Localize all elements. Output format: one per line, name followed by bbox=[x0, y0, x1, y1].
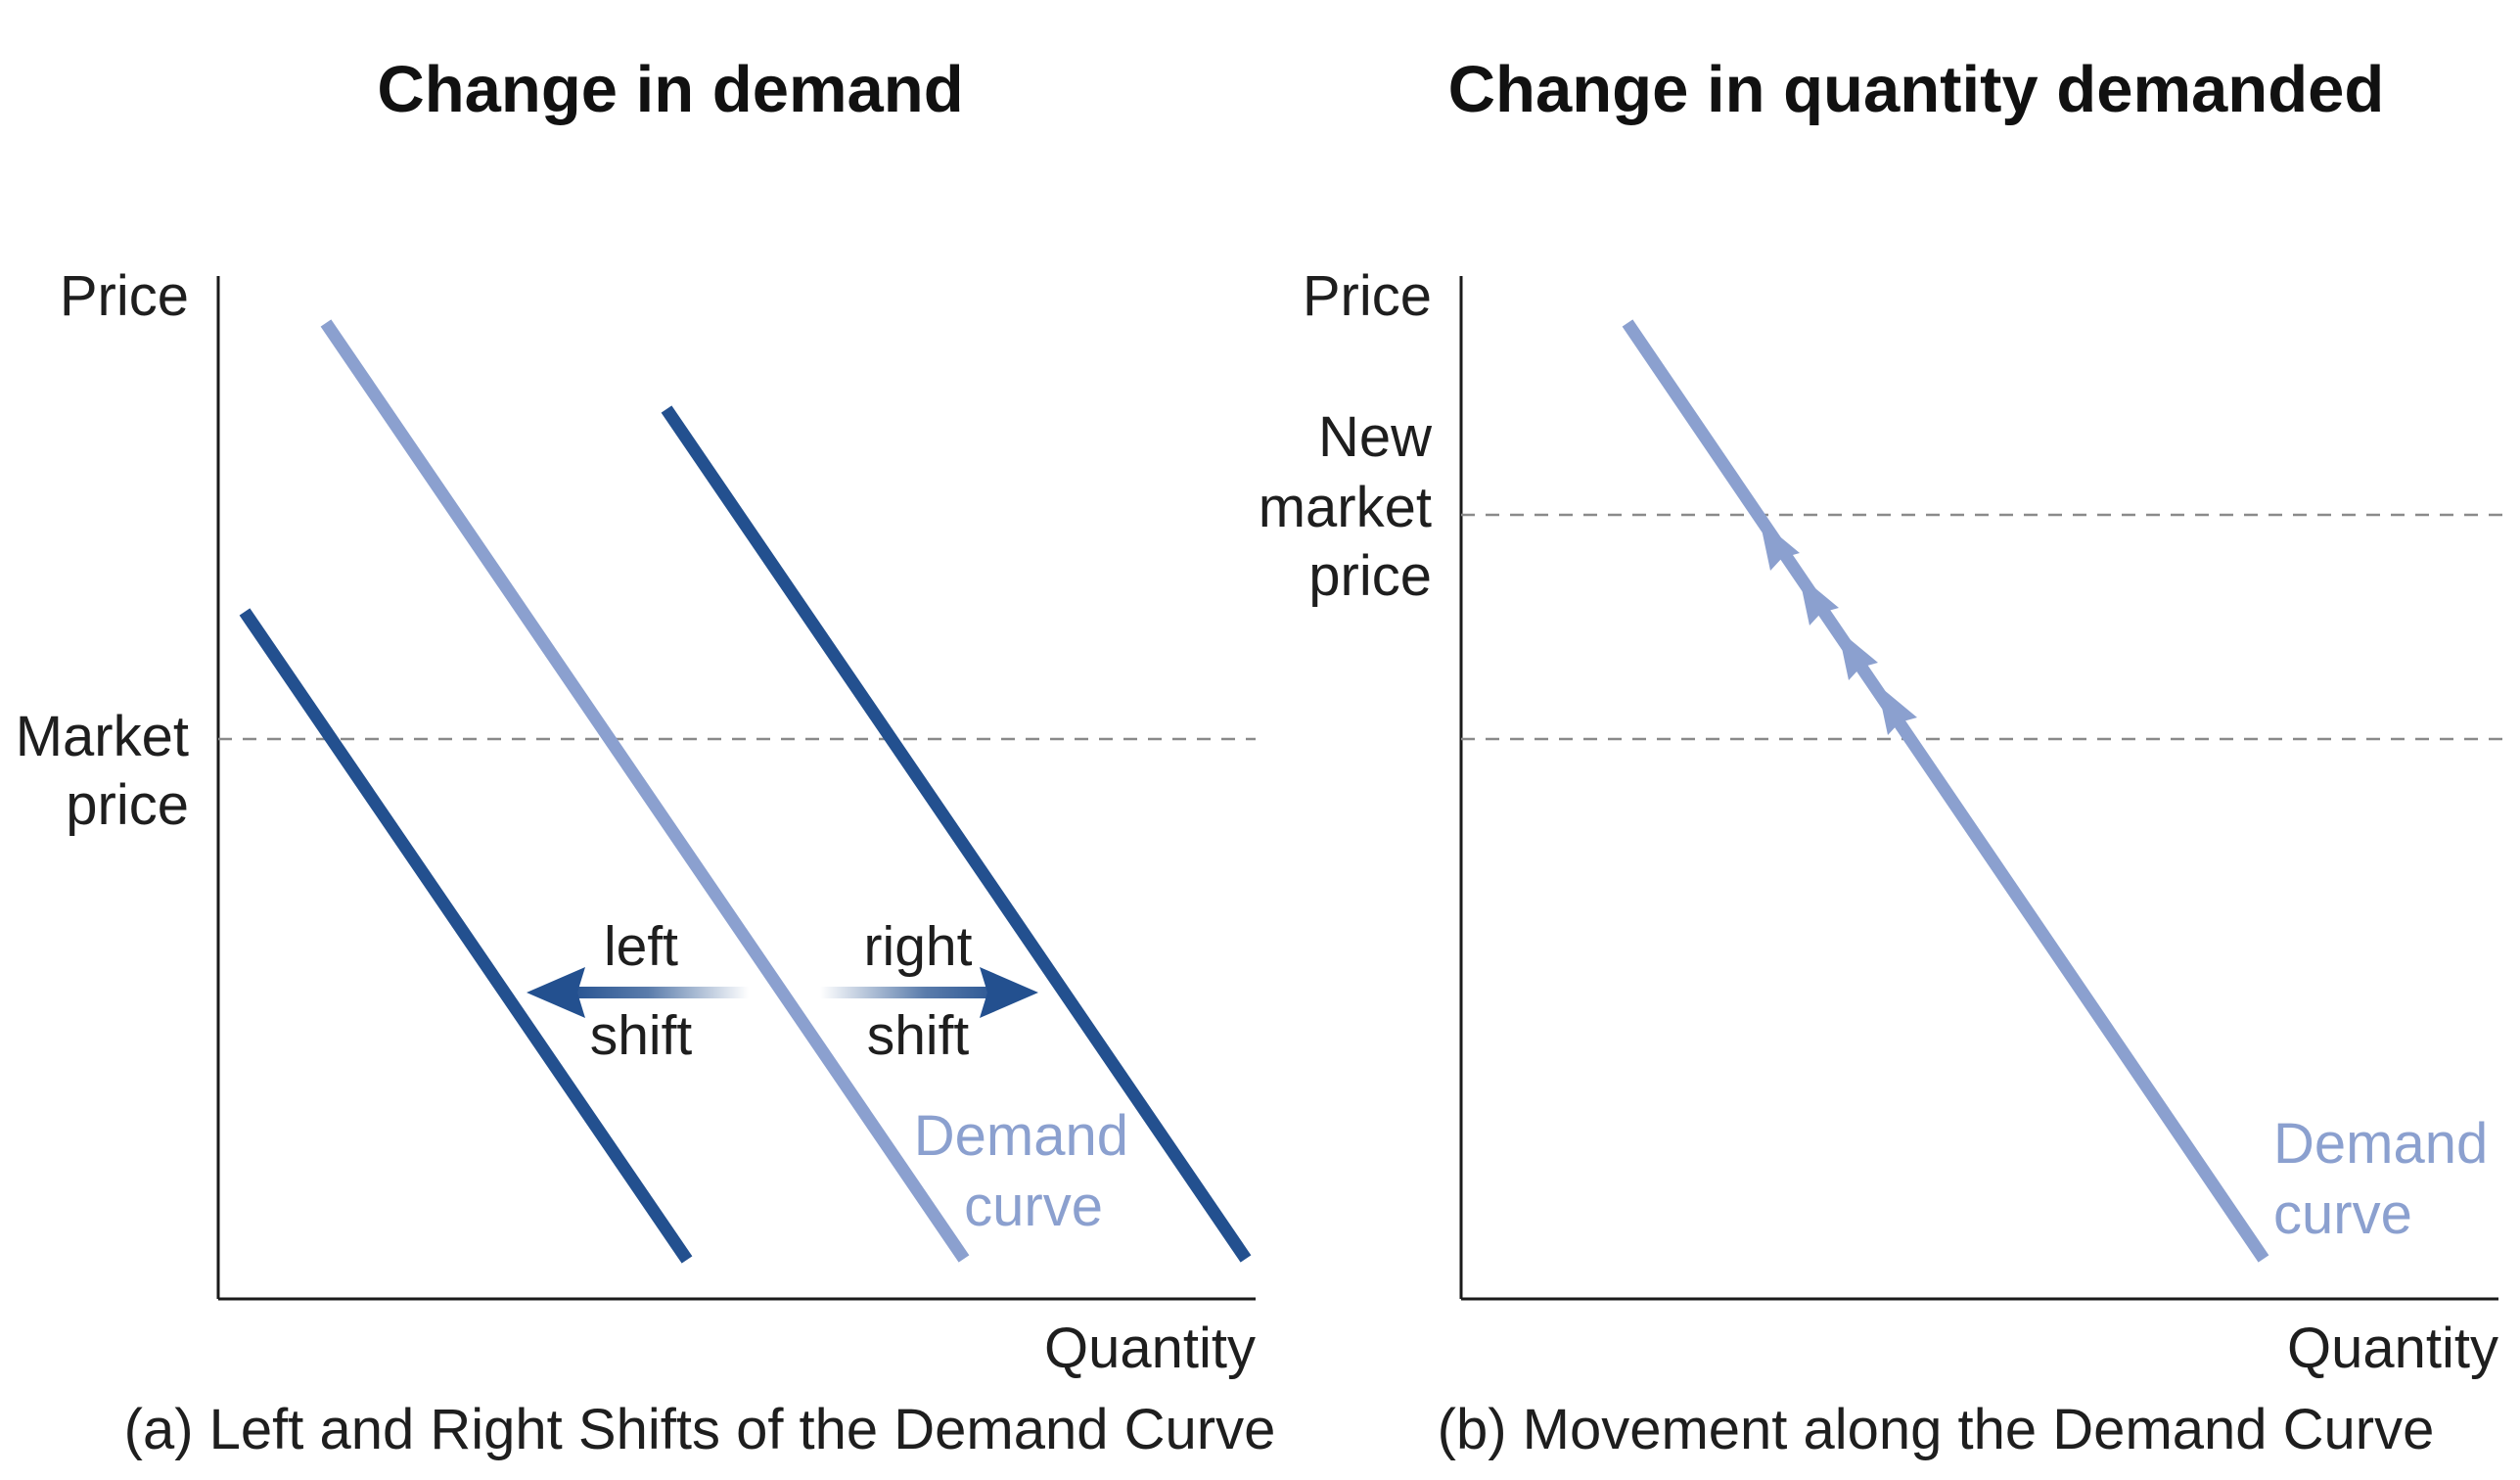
panel-a-market-price-label-line2: price bbox=[66, 773, 189, 837]
panel-a: Change in demand Price Quantity Market p… bbox=[16, 53, 1276, 1461]
panel-b-new-price-label-line1: New bbox=[1318, 405, 1433, 469]
movement-arrowhead bbox=[1760, 520, 1800, 571]
panel-b-x-axis-label: Quantity bbox=[2287, 1317, 2498, 1380]
panel-a-left-shifted-demand-curve bbox=[239, 608, 693, 1264]
movement-arrowhead bbox=[1838, 629, 1878, 680]
panel-a-caption: (a) Left and Right Shifts of the Demand … bbox=[124, 1398, 1276, 1461]
panel-a-demand-curve-label-line1: Demand bbox=[914, 1104, 1128, 1168]
panel-b-demand-curve bbox=[1622, 319, 2269, 1263]
panel-a-original-demand-curve bbox=[320, 319, 970, 1263]
panel-b-y-axis-label: Price bbox=[1303, 264, 1432, 328]
panel-b-demand-curve-label-line2: curve bbox=[2273, 1182, 2412, 1246]
panel-a-right-shift-arrow bbox=[820, 967, 1038, 1018]
panel-b-new-price-label-line3: price bbox=[1308, 544, 1432, 608]
panel-b-title: Change in quantity demanded bbox=[1448, 53, 2385, 126]
panel-a-right-shift-label-line1: right bbox=[864, 915, 973, 978]
movement-arrowhead bbox=[1877, 684, 1917, 735]
panel-a-demand-curve-label-line2: curve bbox=[964, 1175, 1103, 1238]
panel-a-x-axis-label: Quantity bbox=[1044, 1317, 1256, 1380]
panel-a-left-shift-label-line2: shift bbox=[590, 1004, 693, 1067]
panel-a-left-shift-label-line1: left bbox=[604, 915, 678, 978]
panel-b-demand-curve-label-line1: Demand bbox=[2273, 1112, 2488, 1176]
panel-a-title: Change in demand bbox=[377, 53, 963, 126]
panel-b-caption: (b) Movement along the Demand Curve bbox=[1438, 1398, 2435, 1461]
panel-b-new-price-label-line2: market bbox=[1259, 476, 1432, 539]
panel-b: Change in quantity demanded Price Quanti… bbox=[1259, 53, 2508, 1461]
panel-a-right-shift-label-line2: shift bbox=[867, 1004, 970, 1067]
panel-a-y-axis-label: Price bbox=[60, 264, 189, 328]
movement-arrowhead bbox=[1799, 575, 1839, 625]
panel-a-left-shift-arrow bbox=[527, 967, 749, 1018]
panel-b-movement-arrows bbox=[1760, 520, 1917, 735]
panel-a-right-shifted-demand-curve bbox=[661, 405, 1252, 1263]
panel-a-market-price-label-line1: Market bbox=[16, 705, 189, 768]
